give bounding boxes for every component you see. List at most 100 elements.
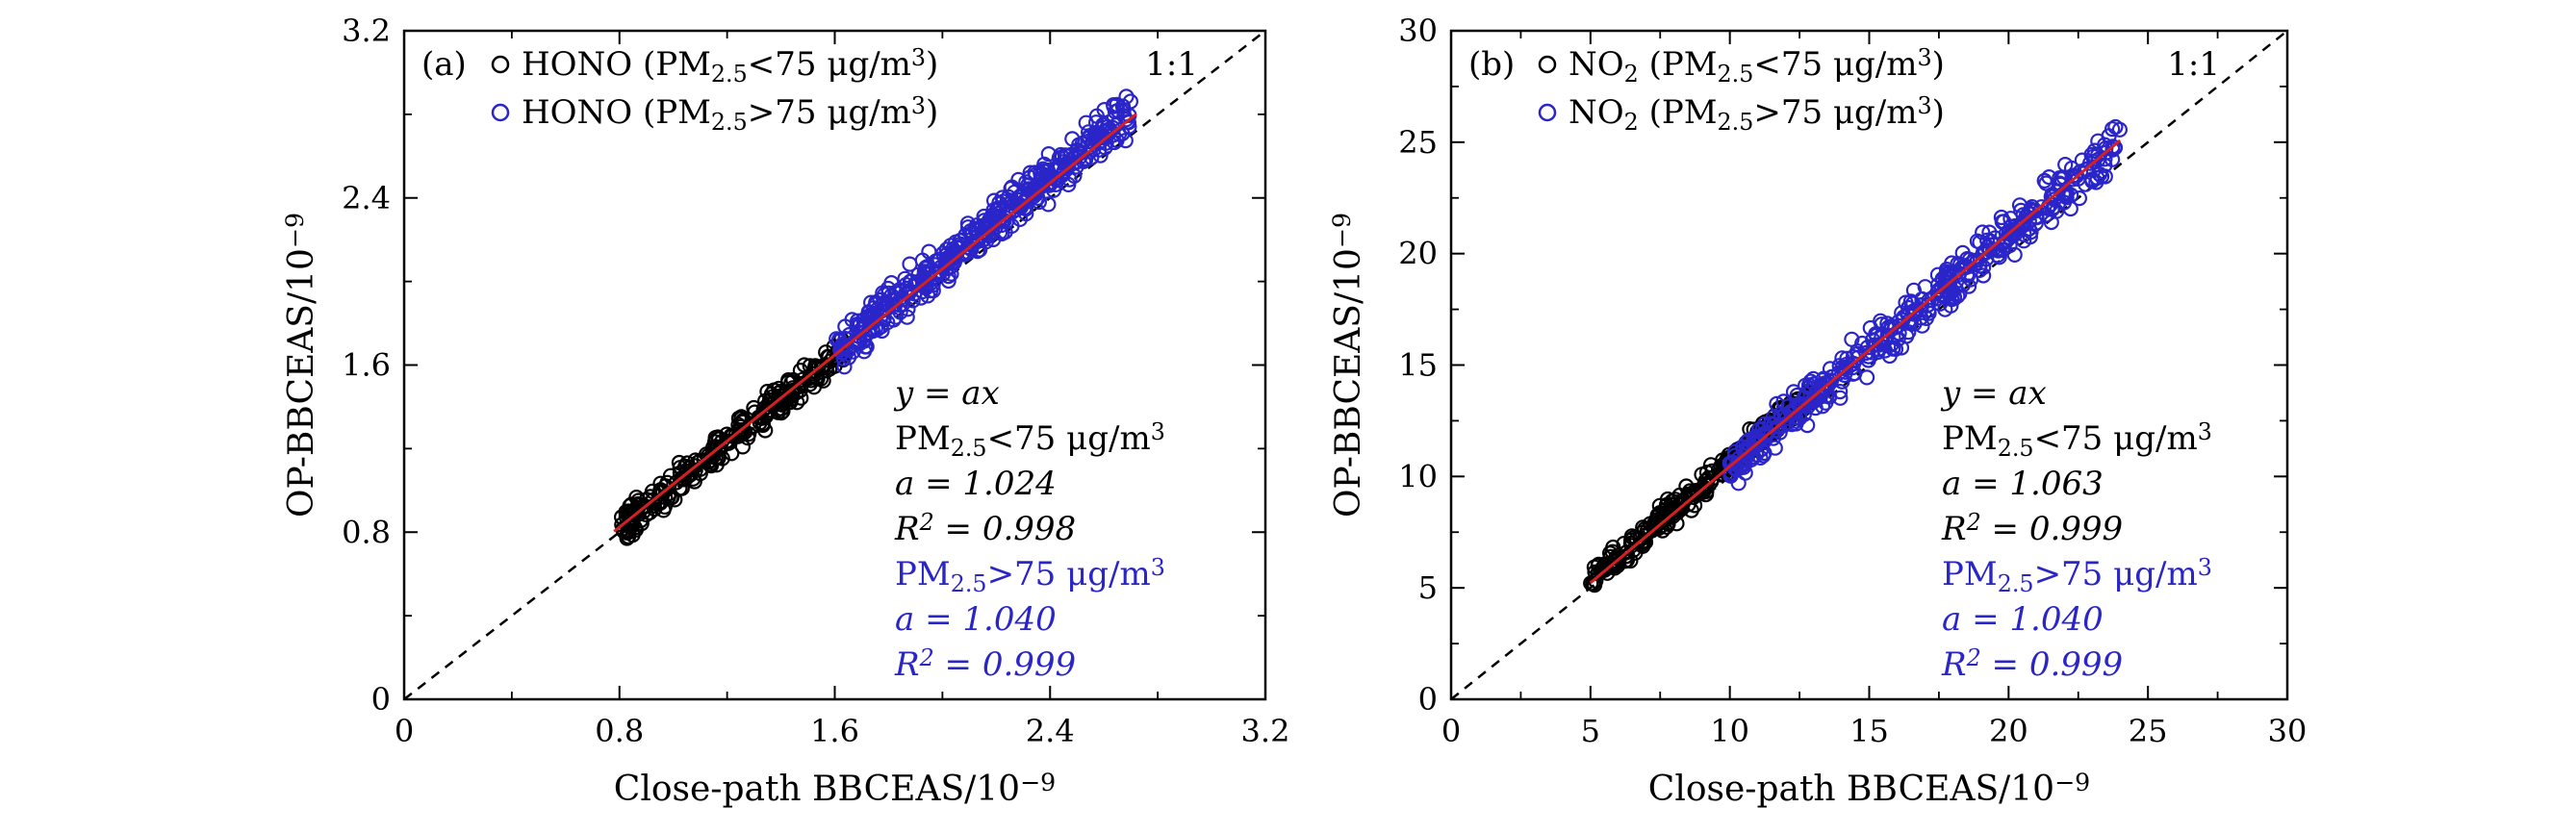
data-point (642, 504, 658, 521)
data-point (1832, 384, 1849, 400)
data-point (1118, 88, 1135, 105)
y-tick-label: 1.6 (342, 347, 391, 384)
series-low-pm (613, 331, 854, 546)
data-point (2091, 166, 2108, 183)
fit-line (1589, 139, 2122, 585)
data-point (1862, 319, 1878, 337)
data-point (1722, 456, 1740, 472)
data-point (1678, 478, 1695, 494)
data-point (804, 366, 821, 382)
data-point (855, 343, 873, 360)
data-point (2106, 139, 2124, 156)
legend-entry: NO2 (PM2.5<75 μg/m3) (1569, 44, 1945, 88)
panel-b: 00 5 5 10 10 15 15 20 20 25 25 30 30 Close-path BBCEA… (1328, 13, 2307, 809)
data-point (1914, 317, 1930, 334)
y-tick-label: 3.2 (342, 13, 391, 49)
data-point (1747, 446, 1765, 463)
y-tick-label: 15 (1398, 347, 1438, 384)
data-point (1667, 492, 1684, 508)
series-high-pm (829, 88, 1139, 375)
data-point (2070, 170, 2086, 187)
data-point (2044, 187, 2060, 203)
data-point (2005, 221, 2022, 238)
data-point (2072, 164, 2089, 180)
data-point (1899, 328, 1915, 344)
y-tick-label: 30 (1398, 13, 1438, 49)
data-point (1793, 396, 1810, 413)
data-point (763, 386, 780, 402)
data-point (1096, 101, 1112, 118)
data-point (709, 449, 727, 466)
series-high-pm (1722, 118, 2128, 492)
data-point (734, 439, 752, 455)
fit-line (613, 113, 1137, 533)
data-point (1106, 96, 1122, 114)
data-point (1944, 255, 1960, 271)
one-to-one-label: 1:1 (2167, 45, 2220, 84)
fit-annotation-line: y = ax (1940, 374, 2047, 413)
one-to-one-line (1451, 31, 2287, 699)
x-tick-label: 10 (1710, 713, 1749, 749)
data-point (1920, 302, 1937, 318)
fit-annotation-line: a = 1.024 (895, 465, 1057, 503)
data-point (948, 234, 964, 250)
data-point (2043, 214, 2059, 231)
fit-annotation-line: a = 1.040 (1942, 600, 2104, 639)
data-point (1033, 178, 1050, 195)
data-point (1078, 114, 1094, 131)
legend-entry: HONO (PM2.5<75 μg/m3) (522, 44, 938, 88)
fit-annotation-line: R2 = 0.999 (894, 644, 1076, 684)
data-point (1746, 440, 1763, 456)
data-point (1767, 440, 1783, 456)
data-point (835, 341, 852, 358)
data-point (1854, 335, 1871, 352)
data-point (1757, 428, 1773, 444)
x-tick-label: 25 (2129, 713, 2168, 749)
fit-annotation-line: PM2.5<75 μg/m3 (895, 418, 1165, 462)
x-tick-label: 20 (1989, 713, 2028, 749)
data-point (2036, 172, 2053, 189)
data-point (2083, 146, 2100, 163)
x-tick-label: 15 (1849, 713, 1889, 749)
data-point (733, 411, 750, 427)
data-point (672, 480, 688, 496)
data-point (770, 404, 786, 420)
y-axis-label: OP-BBCEAS/10−9 (1328, 213, 1368, 517)
x-tick-label: 0 (1441, 713, 1461, 749)
data-point (2111, 121, 2128, 138)
fit-annotation-line: R2 = 0.998 (894, 509, 1076, 548)
legend-entry: NO2 (PM2.5>75 μg/m3) (1569, 92, 1945, 136)
panel-label: (a) (421, 45, 467, 84)
data-point (1018, 206, 1034, 222)
fit-annotation-line: PM2.5<75 μg/m3 (1942, 418, 2212, 462)
plot-area (404, 31, 1265, 699)
x-tick-label: 2.4 (1026, 713, 1075, 749)
data-point (873, 318, 889, 335)
data-point (625, 527, 641, 543)
data-point (1894, 305, 1910, 321)
data-point (1601, 558, 1618, 575)
data-point (1591, 556, 1607, 572)
x-tick-label: 0 (395, 713, 414, 749)
data-point (940, 268, 956, 285)
data-point (959, 215, 977, 232)
data-point (2097, 157, 2113, 173)
data-point (1050, 158, 1066, 174)
data-point (1122, 93, 1139, 110)
legend-marker (491, 55, 510, 74)
data-point (940, 272, 956, 290)
data-point (1858, 369, 1875, 386)
y-tick-label: 0 (1418, 681, 1438, 718)
plot-area (1451, 31, 2287, 699)
data-point (1756, 416, 1773, 432)
x-tick-label: 5 (1581, 713, 1600, 749)
data-point (624, 517, 641, 534)
data-point (632, 512, 650, 529)
x-axis-label: Close-path BBCEAS/10−9 (614, 769, 1056, 809)
x-tick-label: 1.6 (810, 713, 859, 749)
data-point (1963, 271, 1979, 288)
data-point (1844, 331, 1860, 347)
data-point (1785, 384, 1802, 400)
data-point (1803, 381, 1820, 397)
